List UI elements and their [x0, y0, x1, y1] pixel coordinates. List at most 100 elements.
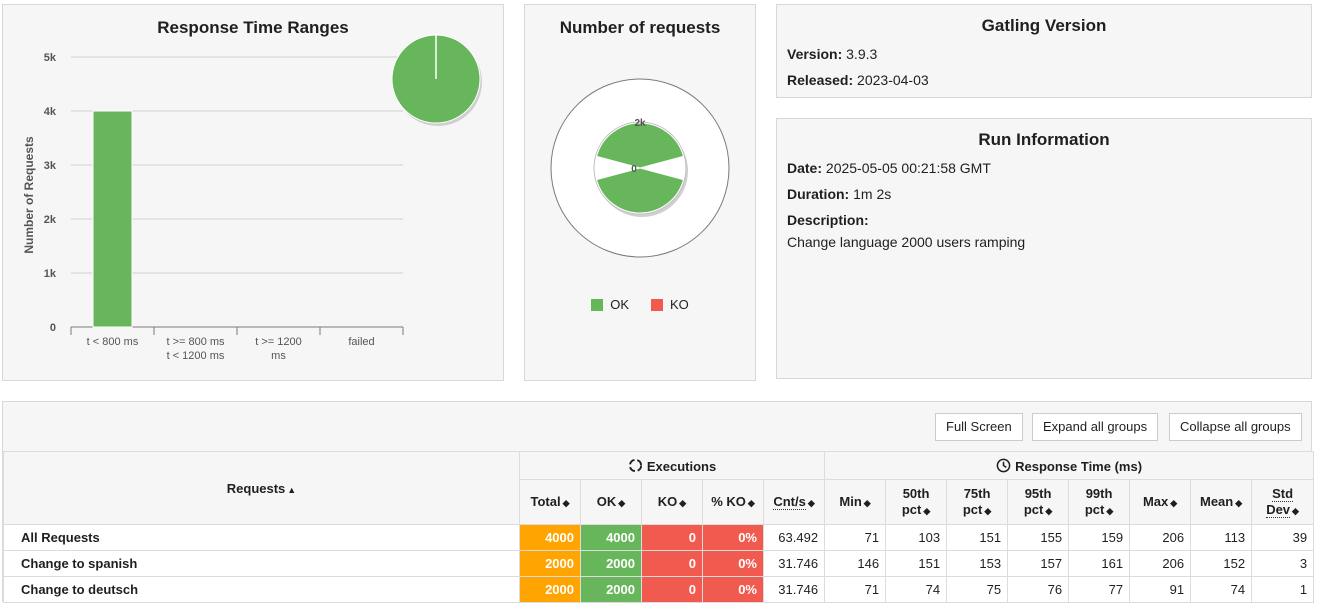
- cell-ok: 2000: [580, 576, 642, 603]
- legend-ko-swatch: [651, 298, 663, 311]
- cell-p99: 77: [1068, 576, 1131, 603]
- sort-icon: ◆: [984, 505, 992, 516]
- description-line: Description:: [787, 212, 1311, 228]
- chart-legend: OK KO: [525, 297, 755, 312]
- cell-p50: 151: [885, 550, 948, 577]
- col-ko[interactable]: KO ◆: [641, 479, 703, 525]
- col-p99-sub: pct: [1084, 501, 1105, 517]
- cell-cnt-s: 31.746: [762, 576, 826, 603]
- polar-ok-slice-bottom[interactable]: [595, 167, 685, 214]
- col-ok[interactable]: OK ◆: [580, 479, 642, 525]
- bar-0[interactable]: [92, 110, 133, 328]
- request-name-cell[interactable]: Change to spanish: [3, 550, 520, 577]
- legend-ko-label: KO: [670, 297, 689, 312]
- response-time-header-label: Response Time (ms): [1015, 458, 1143, 474]
- executions-header: Executions: [518, 451, 826, 480]
- full-screen-button[interactable]: Full Screen: [935, 413, 1023, 441]
- cell-ok: 4000: [580, 524, 642, 551]
- sort-icon: ◆: [1170, 497, 1178, 508]
- cell-std: 39: [1251, 524, 1315, 551]
- cell-p95: 76: [1007, 576, 1070, 603]
- cell-mean: 152: [1190, 550, 1253, 577]
- x-tick-label: t < 1200 ms: [167, 350, 225, 362]
- request-name-cell[interactable]: Change to deutsch: [3, 576, 520, 603]
- col-p95-sub: pct: [1023, 501, 1044, 517]
- cell-min: 71: [824, 576, 887, 603]
- released-value: 2023-04-03: [857, 72, 929, 88]
- response-time-header: Response Time (ms): [824, 451, 1315, 480]
- col-p95-label: 95th: [1024, 485, 1052, 501]
- legend-ok-label: OK: [610, 297, 629, 312]
- col-cnt-s[interactable]: Cnt/s ◆: [762, 479, 826, 525]
- polar-tick-label: 0: [631, 164, 637, 175]
- y-tick-label: 2k: [44, 214, 57, 226]
- cell-max: 206: [1129, 524, 1192, 551]
- released-line: Released: 2023-04-03: [787, 72, 1311, 88]
- version-label: Version:: [787, 46, 843, 62]
- expand-all-groups-button[interactable]: Expand all groups: [1032, 413, 1159, 441]
- cell-std: 1: [1251, 576, 1315, 603]
- cell-std: 3: [1251, 550, 1315, 577]
- col-min[interactable]: Min ◆: [824, 479, 887, 525]
- sort-icon: ◆: [618, 497, 626, 508]
- description-label: Description:: [787, 212, 869, 228]
- col-ok-label: OK: [596, 493, 617, 509]
- col-max[interactable]: Max ◆: [1129, 479, 1192, 525]
- clock-icon: [996, 458, 1011, 472]
- cell-p95: 157: [1007, 550, 1070, 577]
- col-mean[interactable]: Mean ◆: [1190, 479, 1253, 525]
- y-axis-label: Number of Requests: [22, 136, 36, 254]
- col-max-label: Max: [1142, 493, 1169, 509]
- date-value: 2025-05-05 00:21:58 GMT: [825, 160, 991, 176]
- legend-ok[interactable]: OK: [591, 297, 629, 312]
- col-std-dev[interactable]: Std Dev ◆: [1251, 479, 1315, 525]
- col-p75[interactable]: 75th pct ◆: [946, 479, 1009, 525]
- sort-icon: ◆: [1235, 497, 1243, 508]
- col-p95[interactable]: 95th pct ◆: [1007, 479, 1070, 525]
- collapse-all-groups-button[interactable]: Collapse all groups: [1169, 413, 1302, 441]
- sort-icon: ◆: [562, 497, 570, 508]
- duration-value: 1m 2s: [853, 186, 892, 202]
- col-pct-ko[interactable]: % KO ◆: [702, 479, 764, 525]
- cell-ko: 0: [641, 550, 703, 577]
- number-of-requests-panel: Number of requests 2k 0 OK KO: [524, 4, 756, 381]
- polar-ok-slice-top[interactable]: [595, 122, 685, 169]
- sort-icon: ◆: [679, 497, 687, 508]
- col-p50-label: 50th: [902, 485, 930, 501]
- col-total[interactable]: Total ◆: [519, 479, 581, 525]
- cell-ko: 0: [641, 524, 703, 551]
- duration-label: Duration:: [787, 186, 850, 202]
- legend-ko[interactable]: KO: [651, 297, 689, 312]
- run-information-title: Run Information: [978, 130, 1110, 149]
- cell-total: 2000: [519, 550, 581, 577]
- gatling-version-panel: Gatling Version Version: 3.9.3 Released:…: [776, 4, 1312, 98]
- response-time-ranges-title: Response Time Ranges: [157, 18, 349, 37]
- col-p50[interactable]: 50th pct ◆: [885, 479, 948, 525]
- table-row[interactable]: Change to spanish 2000 2000 0 0% 31.746 146 151…: [3, 550, 1315, 577]
- table-row[interactable]: Change to deutsch 2000 2000 0 0% 31.746 71 74 75…: [3, 576, 1315, 603]
- cell-p99: 161: [1068, 550, 1131, 577]
- cell-total: 2000: [519, 576, 581, 603]
- col-cnt-s-label: Cnt/s: [773, 493, 806, 510]
- cell-min: 71: [824, 524, 887, 551]
- version-line: Version: 3.9.3: [787, 46, 1311, 62]
- duration-line: Duration: 1m 2s: [787, 186, 1311, 202]
- sort-icon: ◆: [807, 497, 815, 508]
- requests-header[interactable]: Requests ▲: [3, 451, 520, 525]
- col-p75-sub: pct: [962, 501, 983, 517]
- col-std-sub: Dev: [1266, 501, 1291, 518]
- description-value: Change language 2000 users ramping: [787, 234, 1026, 250]
- polar-tick-label: 2k: [634, 118, 646, 129]
- request-name-cell[interactable]: All Requests: [3, 524, 520, 551]
- col-p99[interactable]: 99th pct ◆: [1068, 479, 1131, 525]
- number-of-requests-title: Number of requests: [559, 18, 721, 37]
- response-time-ranges-panel: Response Time Ranges 0 1k 2k 3k 4k 5k t < 800 …: [2, 4, 504, 381]
- col-total-label: Total: [530, 493, 561, 509]
- executions-header-label: Executions: [646, 458, 717, 474]
- col-ko-label: KO: [657, 493, 678, 509]
- table-row[interactable]: All Requests 4000 4000 0 0% 63.492 71 103 151 155…: [3, 524, 1315, 551]
- sort-icon: ◆: [747, 497, 755, 508]
- cell-pct-ko: 0%: [702, 550, 764, 577]
- cell-p95: 155: [1007, 524, 1070, 551]
- gatling-version-title: Gatling Version: [981, 16, 1107, 35]
